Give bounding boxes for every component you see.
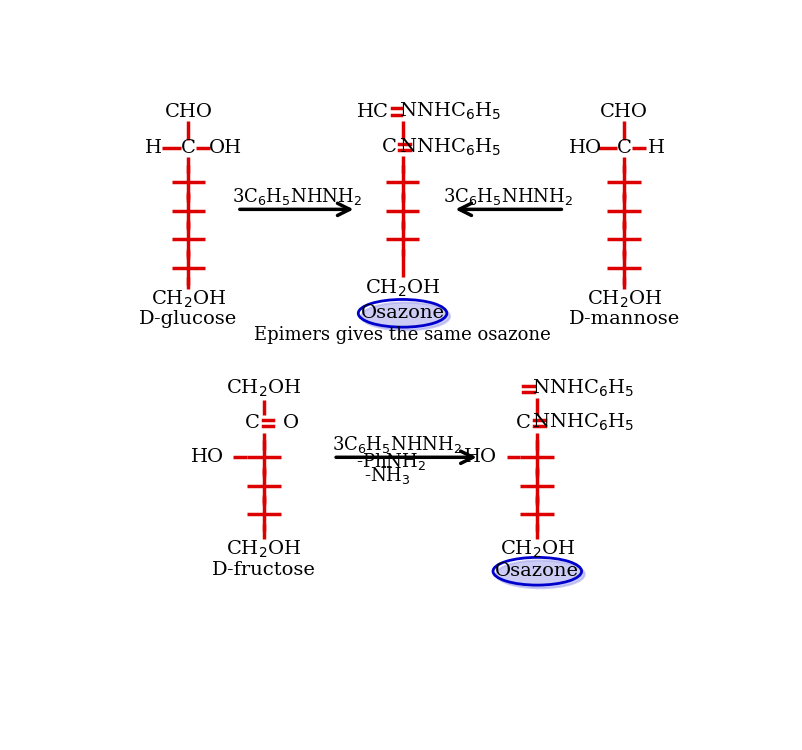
Text: HO: HO — [191, 448, 224, 466]
Text: CH$_2$OH: CH$_2$OH — [151, 289, 226, 310]
Text: HO: HO — [569, 139, 602, 157]
Text: D-fructose: D-fructose — [212, 561, 316, 579]
Text: -PhNH$_2$: -PhNH$_2$ — [356, 451, 426, 472]
Text: H: H — [145, 139, 162, 157]
Text: HO: HO — [464, 448, 497, 466]
Text: CHO: CHO — [601, 103, 648, 121]
Text: 3C$_6$H$_5$NHNH$_2$: 3C$_6$H$_5$NHNH$_2$ — [443, 186, 573, 207]
Text: NNHC$_6$H$_5$: NNHC$_6$H$_5$ — [533, 412, 634, 434]
Text: H: H — [648, 139, 665, 157]
Text: O: O — [283, 414, 299, 432]
Text: C: C — [617, 139, 632, 157]
Text: CHO: CHO — [164, 103, 213, 121]
Text: C: C — [245, 414, 260, 432]
Text: C: C — [382, 138, 396, 156]
Text: NNHC$_6$H$_5$: NNHC$_6$H$_5$ — [399, 101, 501, 122]
Text: D-mannose: D-mannose — [569, 310, 680, 328]
Text: C: C — [181, 139, 196, 157]
Text: NNHC$_6$H$_5$: NNHC$_6$H$_5$ — [533, 378, 634, 400]
Text: HC: HC — [357, 103, 389, 121]
Text: D-glucose: D-glucose — [140, 310, 237, 328]
Text: CH$_2$OH: CH$_2$OH — [226, 539, 302, 560]
Text: CH$_2$OH: CH$_2$OH — [365, 278, 440, 299]
Text: CH$_2$OH: CH$_2$OH — [226, 378, 302, 400]
Text: CH$_2$OH: CH$_2$OH — [587, 289, 662, 310]
Text: Epimers gives the same osazone: Epimers gives the same osazone — [254, 326, 551, 344]
Text: C: C — [516, 414, 531, 432]
Text: 3C$_6$H$_5$NHNH$_2$: 3C$_6$H$_5$NHNH$_2$ — [232, 186, 363, 207]
Text: CH$_2$OH: CH$_2$OH — [500, 539, 575, 560]
Ellipse shape — [362, 302, 450, 330]
Text: NNHC$_6$H$_5$: NNHC$_6$H$_5$ — [399, 136, 501, 158]
Text: Osazone: Osazone — [361, 304, 444, 322]
Text: OH: OH — [209, 139, 242, 157]
Text: -NH$_3$: -NH$_3$ — [364, 464, 411, 485]
Ellipse shape — [496, 560, 585, 588]
Text: Osazone: Osazone — [496, 562, 579, 580]
Text: 3C$_6$H$_5$NHNH$_2$: 3C$_6$H$_5$NHNH$_2$ — [332, 433, 462, 454]
